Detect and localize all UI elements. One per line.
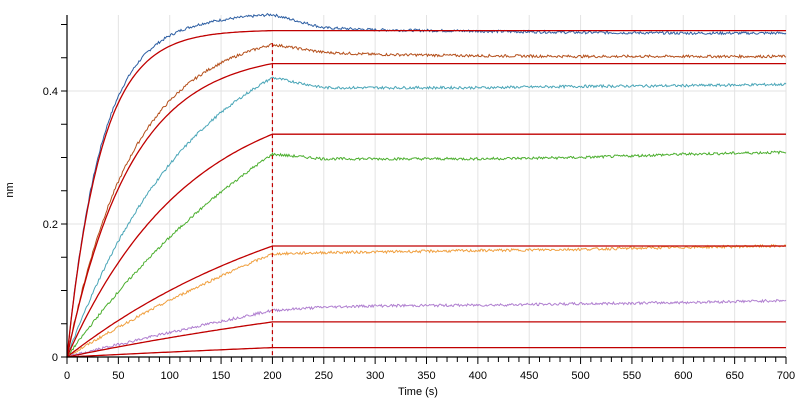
x-tick-label: 700: [777, 370, 795, 382]
x-tick-label: 300: [366, 370, 384, 382]
fit-curve: [66, 346, 786, 358]
data-trace: [66, 298, 787, 358]
x-tick-label: 150: [212, 370, 230, 382]
fit-curve: [66, 29, 786, 358]
x-tick-label: 350: [417, 370, 435, 382]
x-tick-label: 50: [112, 370, 124, 382]
fit-curve: [66, 62, 786, 358]
data-trace: [66, 43, 787, 358]
x-tick-label: 0: [64, 370, 70, 382]
x-tick-label: 450: [520, 370, 538, 382]
grid-lines: [67, 15, 787, 357]
x-tick-label: 550: [623, 370, 641, 382]
data-trace: [66, 76, 787, 358]
y-tick-label: 0.2: [43, 219, 58, 231]
x-tick-label: 400: [469, 370, 487, 382]
x-tick-label: 100: [161, 370, 179, 382]
fit-curve: [66, 245, 786, 358]
fit-curve: [66, 133, 786, 358]
x-axis-ticks: 0 50 100 150 200 250 300 350 400 450 500 550 600 650 7…: [64, 357, 795, 382]
x-tick-label: 500: [571, 370, 589, 382]
fit-curve: [66, 321, 786, 358]
y-tick-label: 0.4: [43, 86, 58, 98]
data-trace: [66, 150, 787, 358]
y-axis-title: nm: [4, 182, 16, 197]
x-tick-label: 250: [315, 370, 333, 382]
x-axis-title: Time (s): [398, 386, 438, 398]
x-tick-label: 650: [725, 370, 743, 382]
x-tick-label: 600: [674, 370, 692, 382]
fit-curves: [66, 29, 786, 358]
y-tick-label: 0: [52, 352, 58, 364]
y-axis-ticks: 0 0.2 0.4: [43, 24, 67, 364]
x-tick-label: 200: [263, 370, 281, 382]
